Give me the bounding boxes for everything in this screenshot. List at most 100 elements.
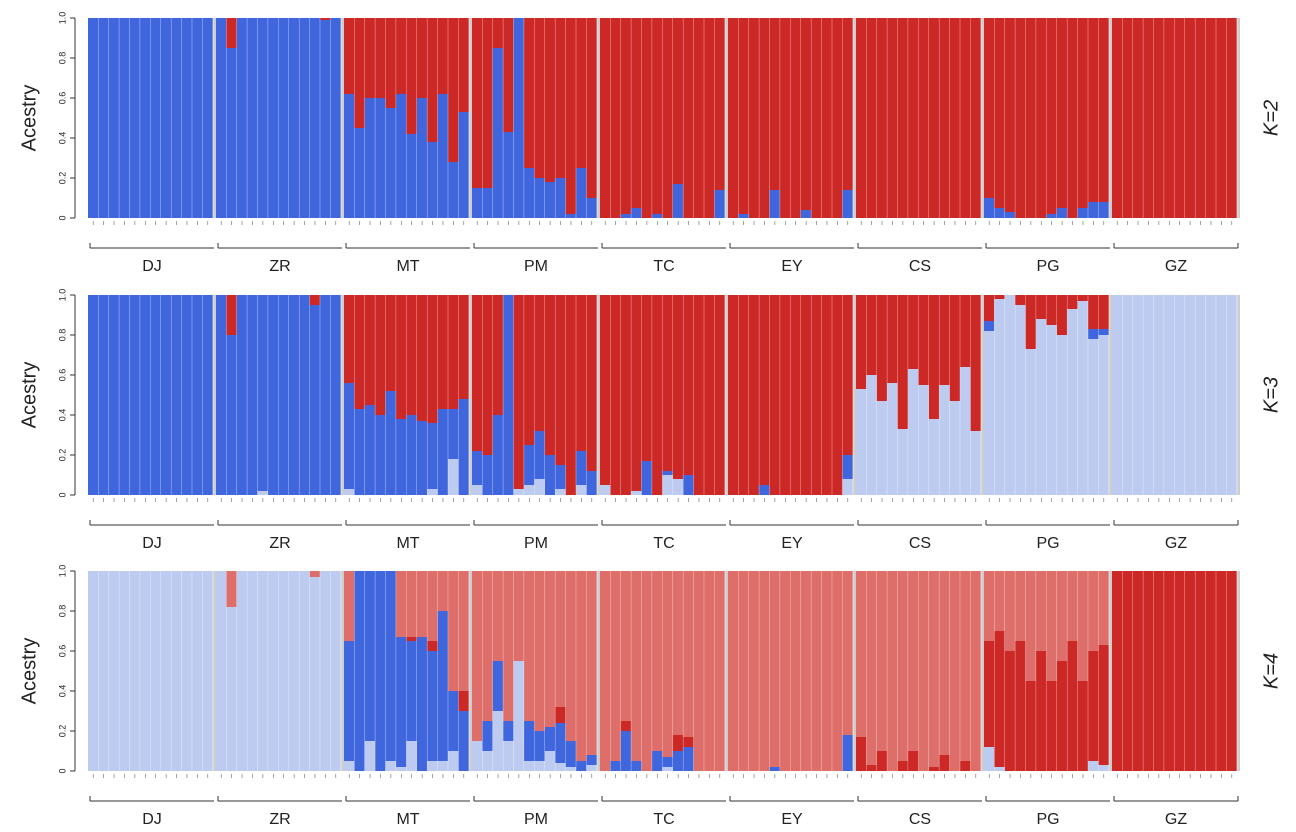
group-label: EY	[781, 258, 803, 275]
group-separator	[725, 571, 728, 771]
y-tick-label: 1.0	[57, 565, 67, 578]
group-separator	[341, 18, 344, 218]
ancestry-segment	[1205, 18, 1217, 218]
ancestry-segment	[1077, 18, 1089, 208]
ancestry-segment	[396, 419, 407, 495]
ancestry-segment	[160, 295, 172, 495]
ancestry-segment	[856, 295, 867, 389]
ancestry-segment	[108, 295, 120, 495]
ancestry-segment	[427, 641, 438, 651]
ancestry-segment	[503, 295, 514, 495]
ancestry-segment	[226, 571, 237, 607]
ancestry-segment	[458, 399, 469, 495]
ancestry-segment	[1164, 295, 1175, 495]
ancestry-segment	[631, 491, 642, 495]
ancestry-segment	[129, 18, 141, 218]
group-label: ZR	[269, 535, 290, 552]
ancestry-segment	[396, 295, 407, 419]
ancestry-segment	[1036, 18, 1047, 218]
ancestry-segment	[949, 571, 961, 771]
ancestry-segment	[150, 571, 161, 771]
ancestry-segment	[631, 761, 642, 771]
ancestry-segment	[150, 18, 161, 218]
ancestry-segment	[427, 423, 438, 489]
y-tick-label: 0.2	[57, 449, 67, 462]
ancestry-segment	[375, 98, 386, 218]
group-separator	[469, 571, 472, 771]
ancestry-segment	[800, 571, 812, 771]
ancestry-segment	[472, 741, 483, 771]
ancestry-segment	[513, 295, 525, 489]
ancestry-segment	[1122, 571, 1133, 771]
ancestry-segment	[288, 295, 300, 495]
ancestry-segment	[1174, 295, 1185, 495]
group-label: MT	[396, 258, 419, 275]
ancestry-segment	[672, 571, 684, 735]
group-separator	[213, 295, 216, 495]
ancestry-segment	[960, 295, 971, 367]
group-label: GZ	[1165, 811, 1187, 827]
group-separator	[1237, 18, 1240, 218]
ancestry-segment	[524, 168, 535, 218]
group-label: PM	[524, 535, 548, 552]
ancestry-segment	[960, 761, 971, 771]
ancestry-segment	[728, 18, 739, 218]
ancestry-segment	[1067, 18, 1078, 218]
ancestry-segment	[226, 18, 237, 48]
ancestry-segment	[1046, 295, 1057, 325]
ancestry-segment	[472, 451, 483, 485]
ancestry-segment	[672, 18, 684, 184]
ancestry-segment	[344, 571, 355, 641]
ancestry-segment	[330, 295, 341, 495]
ancestry-segment	[928, 295, 940, 419]
ancestry-segment	[385, 571, 397, 761]
ancestry-segment	[247, 18, 258, 218]
ancestry-segment	[928, 419, 940, 495]
ancestry-segment	[631, 208, 642, 218]
ancestry-segment	[586, 295, 597, 471]
ancestry-segment	[565, 741, 577, 767]
ancestry-segment	[714, 190, 725, 218]
ancestry-segment	[984, 198, 995, 218]
ancestry-segment	[769, 190, 781, 218]
ancestry-segment	[672, 735, 684, 751]
ancestry-segment	[1015, 295, 1026, 305]
ancestry-segment	[375, 295, 386, 415]
ancestry-segment	[299, 571, 310, 771]
ancestry-segment	[821, 18, 833, 218]
ancestry-segment	[1205, 571, 1217, 771]
y-tick-label: 0.6	[57, 645, 67, 658]
y-tick-label: 0.4	[57, 409, 67, 422]
ancestry-segment	[1077, 295, 1089, 301]
y-tick-label: 0.8	[57, 605, 67, 618]
ancestry-segment	[949, 401, 961, 495]
ancestry-segment	[492, 48, 504, 218]
ancestry-segment	[406, 18, 417, 134]
ancestry-segment	[278, 18, 289, 218]
ancestry-segment	[620, 295, 632, 495]
ancestry-segment	[800, 210, 812, 218]
ancestry-segment	[88, 295, 99, 495]
ancestry-segment	[140, 571, 151, 771]
ancestry-segment	[309, 577, 321, 771]
group-separator	[341, 295, 344, 495]
ancestry-segment	[748, 18, 760, 218]
ancestry-segment	[458, 711, 469, 771]
ancestry-segment	[714, 571, 725, 771]
ancestry-segment	[866, 571, 877, 765]
ancestry-segment	[1004, 212, 1016, 218]
ancestry-segment	[1036, 319, 1047, 495]
ancestry-segment	[1098, 335, 1109, 495]
ancestry-segment	[576, 295, 587, 451]
ancestry-segment	[437, 94, 449, 218]
ancestry-segment	[482, 721, 493, 751]
ancestry-segment	[492, 415, 504, 495]
ancestry-segment	[662, 295, 673, 471]
ancestry-segment	[641, 571, 653, 771]
ancestry-segment	[908, 369, 919, 495]
ancestry-segment	[385, 391, 397, 495]
group-separator	[469, 18, 472, 218]
ancestry-segment	[192, 18, 203, 218]
ancestry-segment	[610, 571, 621, 761]
